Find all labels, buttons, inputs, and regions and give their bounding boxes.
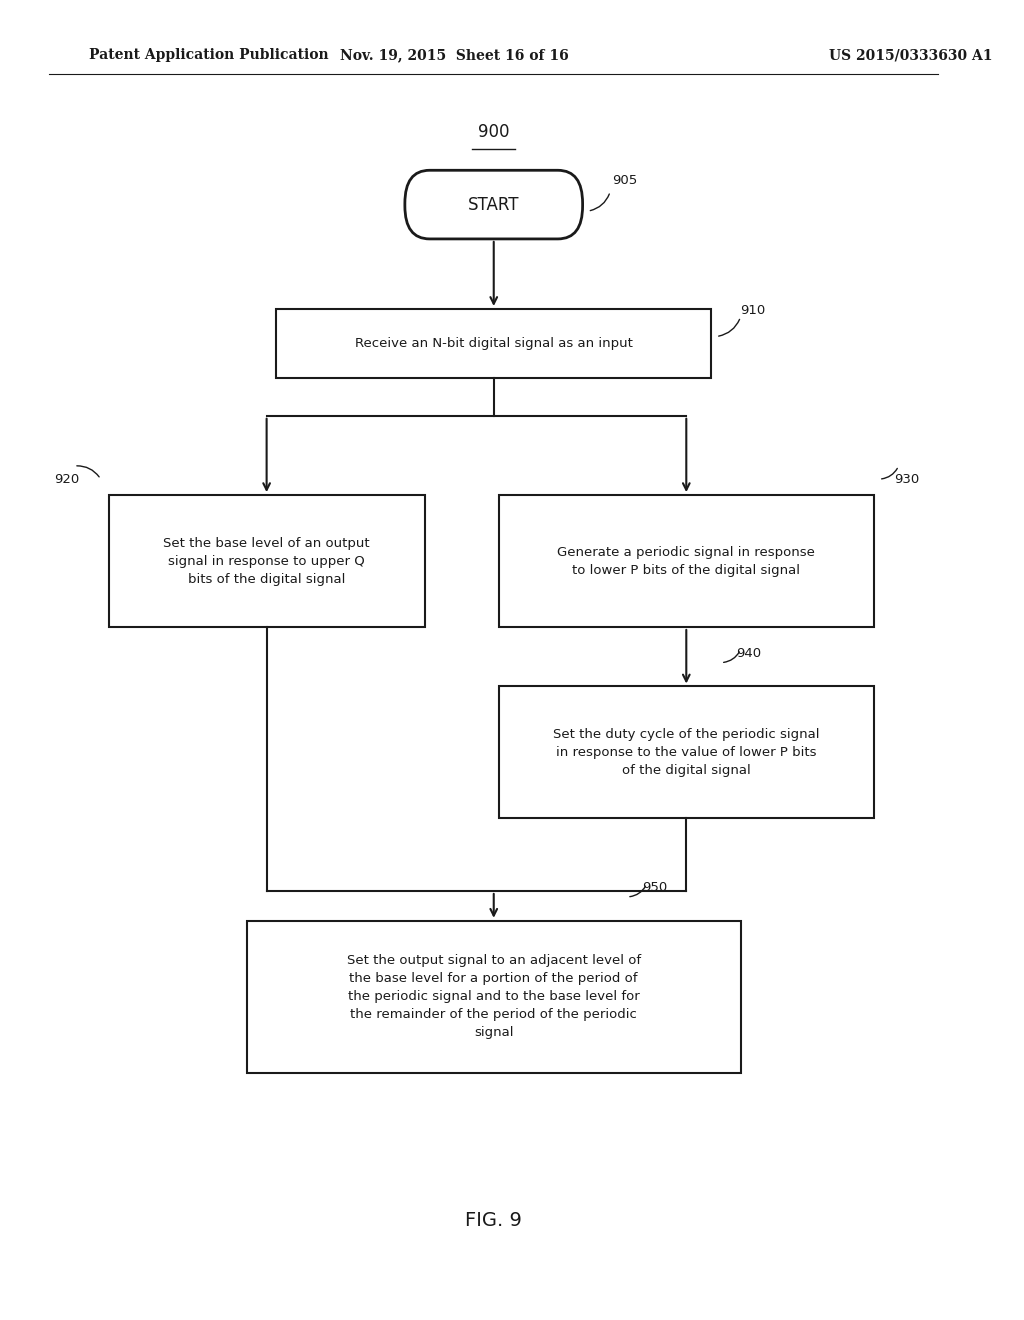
Text: Set the duty cycle of the periodic signal
in response to the value of lower P bi: Set the duty cycle of the periodic signa… (553, 727, 819, 777)
FancyBboxPatch shape (404, 170, 583, 239)
Text: Generate a periodic signal in response
to lower P bits of the digital signal: Generate a periodic signal in response t… (557, 545, 815, 577)
Text: Set the output signal to an adjacent level of
the base level for a portion of th: Set the output signal to an adjacent lev… (347, 954, 641, 1039)
Bar (109, 495, 425, 627)
Text: 900: 900 (478, 123, 510, 141)
Bar (276, 309, 711, 378)
Text: 950: 950 (642, 882, 667, 894)
Text: Set the base level of an output
signal in response to upper Q
bits of the digita: Set the base level of an output signal i… (163, 536, 370, 586)
Text: START: START (468, 195, 519, 214)
Bar (247, 921, 740, 1072)
Text: Receive an N-bit digital signal as an input: Receive an N-bit digital signal as an in… (354, 337, 633, 350)
Text: 905: 905 (612, 174, 638, 187)
Text: Nov. 19, 2015  Sheet 16 of 16: Nov. 19, 2015 Sheet 16 of 16 (340, 49, 568, 62)
Bar (499, 495, 873, 627)
Text: 930: 930 (894, 473, 919, 486)
Text: US 2015/0333630 A1: US 2015/0333630 A1 (829, 49, 993, 62)
Text: FIG. 9: FIG. 9 (465, 1212, 522, 1230)
Text: 940: 940 (735, 647, 761, 660)
Bar (499, 686, 873, 818)
Text: 920: 920 (54, 473, 80, 486)
Text: 910: 910 (740, 304, 766, 317)
Text: Patent Application Publication: Patent Application Publication (89, 49, 329, 62)
